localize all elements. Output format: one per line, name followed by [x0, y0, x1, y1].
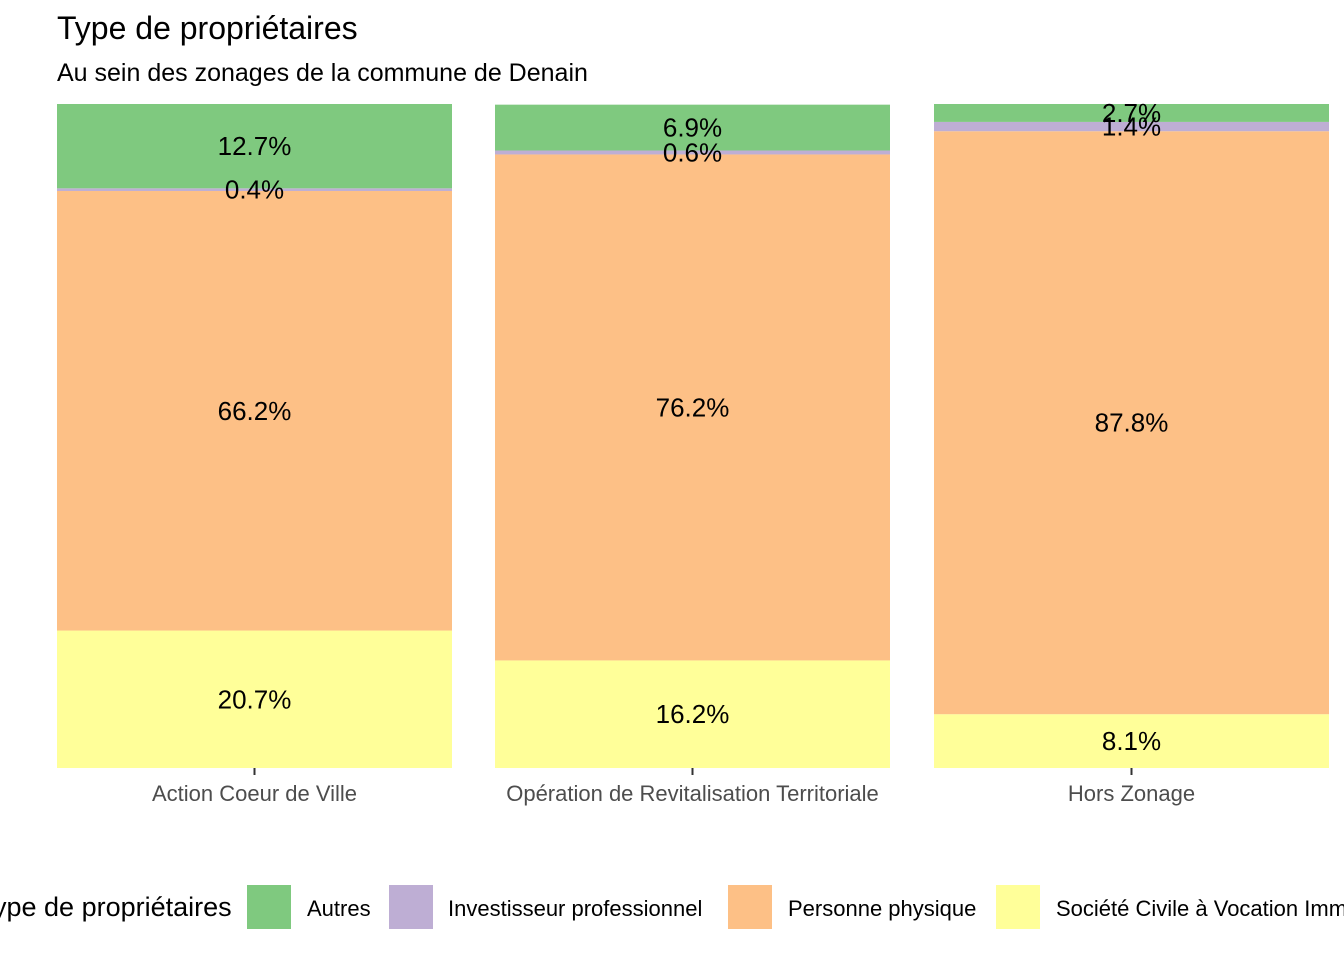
chart-title: Type de propriétaires	[57, 10, 358, 46]
x-tick-label-3: Hors Zonage	[1068, 781, 1195, 806]
bar-segment-1-3	[57, 188, 452, 191]
stacked-bar-chart: 20.7% 66.2% 0.4% 12.7% Action Coeur de Ville…	[57, 98, 1329, 806]
data-label-2-3: 0.6%	[663, 137, 722, 167]
data-label-2-1: 16.2%	[656, 699, 730, 729]
data-label-2-4: 6.9%	[663, 113, 722, 143]
bar-segment-1-1	[57, 630, 452, 768]
x-tick-label-2: Opération de Revitalisation Territoriale	[506, 781, 879, 806]
legend-key-personne-physique	[728, 885, 772, 929]
legend-label-societe-civile: Société Civile à Vocation Immobilière	[1056, 896, 1344, 921]
data-label-1-1: 20.7%	[218, 684, 292, 714]
x-tick-label-1: Action Coeur de Ville	[152, 781, 357, 806]
bar-segment-3-1	[934, 714, 1329, 768]
legend-key-societe-civile	[996, 885, 1040, 929]
bar-segment-2-1	[495, 660, 890, 768]
bar-segment-1-2	[57, 190, 452, 631]
bar-segment-2-3	[495, 150, 890, 155]
bar-segment-3-2	[934, 131, 1329, 715]
data-label-3-1: 8.1%	[1102, 726, 1161, 756]
legend-title: Type de propriétaires	[0, 892, 232, 922]
data-label-3-4: 2.7%	[1102, 98, 1161, 128]
bar-segment-2-2	[495, 154, 890, 661]
legend: Type de propriétaires Autres Investisseu…	[0, 880, 1344, 940]
legend-label-autres: Autres	[307, 896, 371, 921]
legend-label-personne-physique: Personne physique	[788, 896, 977, 921]
bar-segment-3-4	[934, 104, 1329, 122]
chart-subtitle: Au sein des zonages de la commune de Den…	[57, 59, 588, 87]
bar-segment-3-3	[934, 121, 1329, 132]
data-label-1-3: 0.4%	[225, 175, 284, 205]
bar-segment-2-4	[495, 104, 890, 151]
legend-label-investisseur-professionnel: Investisseur professionnel	[448, 896, 703, 921]
bar-segment-1-4	[57, 104, 452, 189]
data-label-1-4: 12.7%	[218, 131, 292, 161]
data-label-3-3: 1.4%	[1102, 112, 1161, 142]
data-label-1-2: 66.2%	[218, 396, 292, 426]
data-label-2-2: 76.2%	[656, 392, 730, 422]
legend-key-investisseur-professionnel	[389, 885, 433, 929]
data-label-3-2: 87.8%	[1095, 408, 1169, 438]
legend-key-autres	[247, 885, 291, 929]
